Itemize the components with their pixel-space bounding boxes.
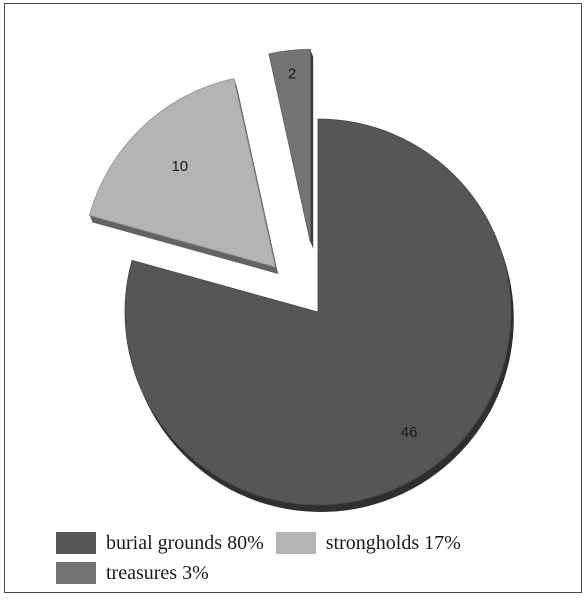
data-label-strongholds: 10 bbox=[171, 158, 188, 175]
legend-row: treasures 3% bbox=[56, 558, 566, 588]
legend-item-treasures: treasures 3% bbox=[56, 562, 209, 585]
legend-label-burial-grounds: burial grounds 80% bbox=[106, 531, 264, 554]
pie-slice-burial-grounds bbox=[124, 118, 512, 506]
pie-slice-treasures bbox=[268, 49, 311, 243]
data-label-burial-grounds: 46 bbox=[401, 424, 418, 441]
legend-label-treasures: treasures 3% bbox=[106, 561, 209, 584]
pie-slice-strongholds bbox=[88, 78, 276, 268]
legend-label-strongholds: strongholds 17% bbox=[325, 531, 461, 554]
data-label-treasures: 2 bbox=[288, 66, 296, 83]
legend-swatch-strongholds bbox=[275, 532, 316, 554]
legend-row: burial grounds 80% strongholds 17% bbox=[56, 528, 566, 558]
legend: burial grounds 80% strongholds 17% treas… bbox=[56, 528, 566, 588]
legend-item-strongholds: strongholds 17% bbox=[275, 531, 461, 555]
legend-swatch-burial-grounds bbox=[56, 532, 96, 554]
legend-item-burial-grounds: burial grounds 80% bbox=[56, 532, 264, 555]
legend-swatch-treasures bbox=[56, 562, 96, 584]
